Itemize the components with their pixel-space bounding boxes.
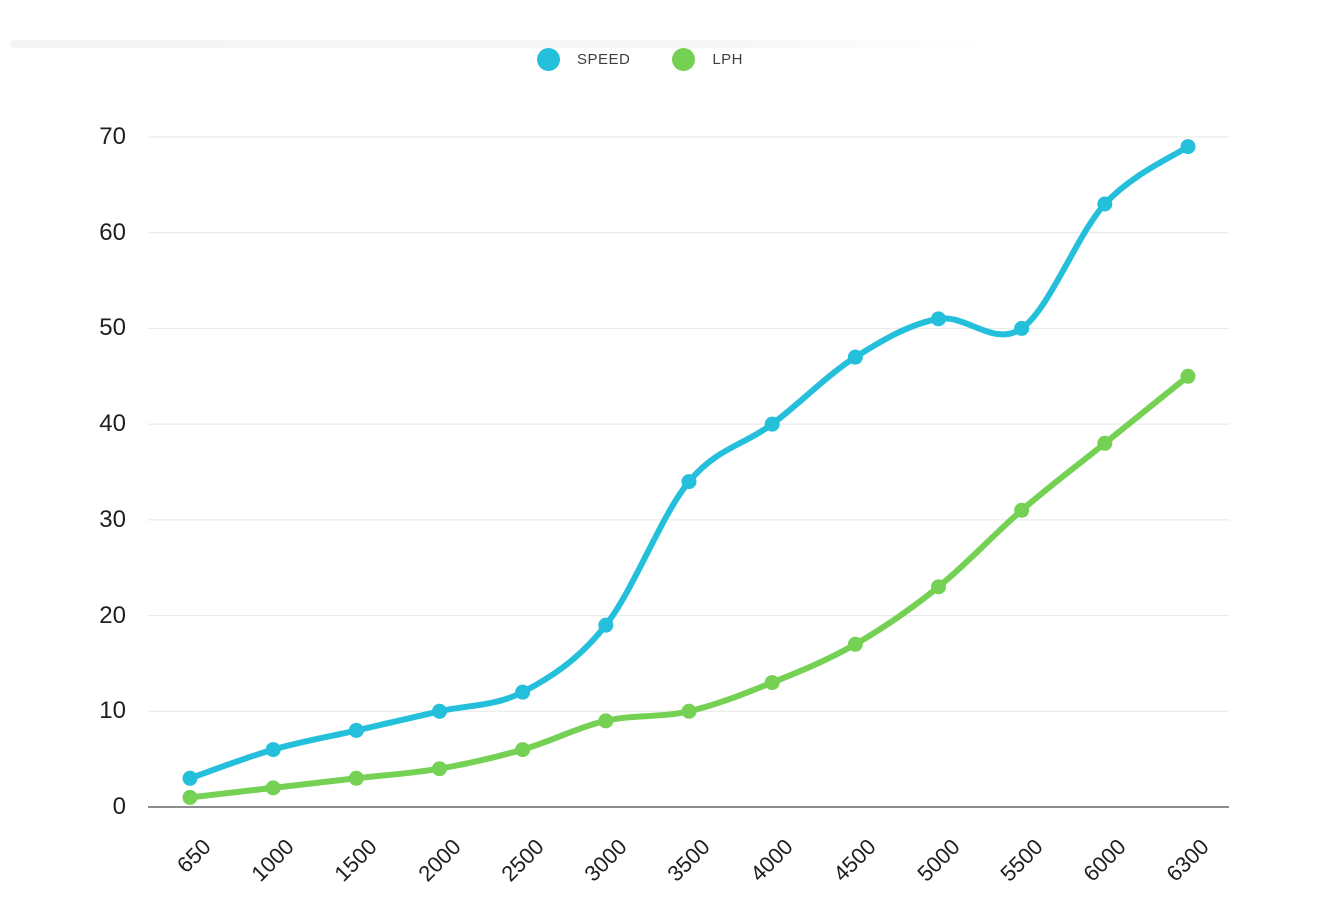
y-axis-tick-label: 70 xyxy=(99,123,126,150)
y-axis-tick-label: 50 xyxy=(99,314,126,342)
chart-legend: SPEED LPH xyxy=(0,48,1280,71)
lph-data-point xyxy=(1014,502,1030,518)
speed-series-swatch-icon xyxy=(536,48,560,71)
y-axis-tick-label: 20 xyxy=(99,601,126,629)
speed-data-point xyxy=(182,770,198,786)
lph-data-point xyxy=(515,742,531,758)
y-axis-tick-label: 30 xyxy=(99,505,126,533)
speed-data-point xyxy=(1097,196,1113,212)
lph-data-point xyxy=(681,703,697,719)
lph-data-point xyxy=(182,789,198,805)
top-divider xyxy=(10,40,990,48)
speed-data-point xyxy=(598,617,614,633)
y-axis-tick-label: 40 xyxy=(99,410,126,438)
y-axis-tick-label: 60 xyxy=(99,218,126,246)
speed-data-point xyxy=(432,703,447,719)
speed-data-point xyxy=(764,416,780,432)
speed-data-point xyxy=(931,311,946,327)
lph-data-point xyxy=(265,780,281,796)
y-axis-tick-label: 10 xyxy=(99,697,126,725)
lph-data-point xyxy=(764,675,780,691)
speed-series-line xyxy=(187,143,1191,782)
legend-label-speed: SPEED xyxy=(576,51,631,68)
lph-data-point xyxy=(847,636,863,652)
lph-data-point xyxy=(1180,368,1196,384)
speed-data-point xyxy=(681,474,697,490)
speed-data-point xyxy=(1180,139,1196,155)
lph-data-point xyxy=(1097,435,1113,451)
speed-data-point xyxy=(348,722,364,738)
lph-data-point xyxy=(598,713,614,729)
speed-data-point xyxy=(847,349,863,365)
speed-data-point xyxy=(1014,320,1030,336)
lph-series-swatch-icon xyxy=(672,48,696,71)
y-axis-tick-label: 0 xyxy=(112,793,126,820)
legend-label-lph: LPH xyxy=(712,51,744,68)
speed-data-point xyxy=(515,684,531,700)
legend-item-speed[interactable]: SPEED xyxy=(536,48,631,71)
lph-data-point xyxy=(348,770,364,786)
speed-data-point xyxy=(265,742,281,758)
legend-item-lph[interactable]: LPH xyxy=(672,48,743,71)
lph-data-point xyxy=(432,761,447,777)
lph-data-point xyxy=(931,579,946,595)
